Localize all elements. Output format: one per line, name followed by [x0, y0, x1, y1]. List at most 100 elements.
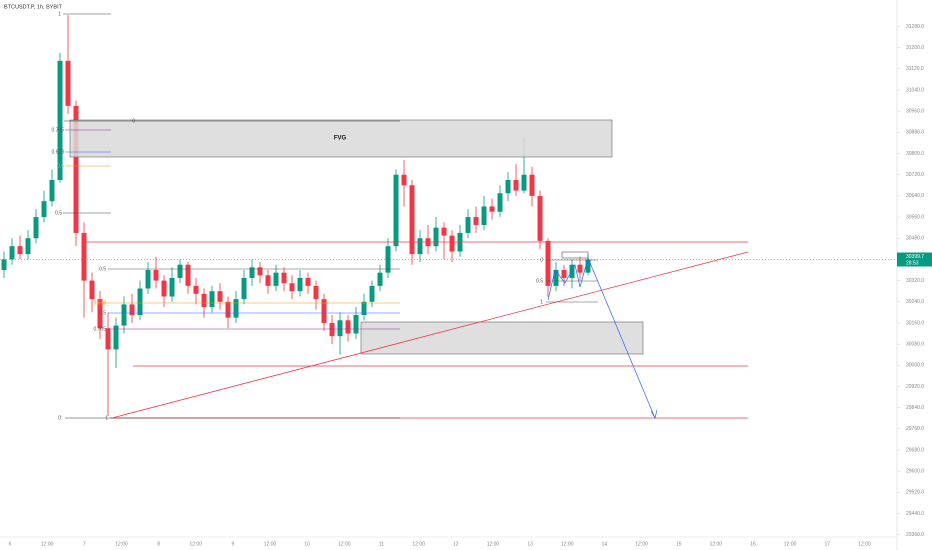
- candle-body: [513, 180, 519, 191]
- candle-body: [129, 304, 135, 315]
- candle-body: [297, 277, 303, 292]
- fib-label: 0.705: [93, 326, 106, 332]
- candle-body: [209, 291, 215, 308]
- candle-body: [73, 105, 79, 233]
- y-tick-label: 30800.0: [906, 151, 924, 157]
- candle-body: [441, 227, 447, 236]
- candle-body: [401, 174, 407, 186]
- y-tick-label: 30320.0: [906, 278, 924, 284]
- fib-label: 0.5: [55, 210, 62, 216]
- y-tick-label: 30160.0: [906, 320, 924, 326]
- candle-body: [329, 322, 335, 337]
- y-tick-label: 31040.0: [906, 87, 924, 93]
- candle-body: [121, 304, 127, 326]
- candle-body: [377, 272, 383, 286]
- y-tick-label: 29760.0: [906, 426, 924, 432]
- x-tick-label: 16: [750, 541, 756, 547]
- fib-label: 0: [58, 415, 61, 421]
- candle-body: [185, 264, 191, 286]
- x-tick-label: 8: [157, 541, 160, 547]
- projection-path: [547, 256, 656, 419]
- y-tick-label: 30720.0: [906, 172, 924, 178]
- trend-line: [111, 251, 749, 419]
- candle-body: [241, 277, 247, 300]
- small-box: [561, 251, 589, 259]
- x-tick-label: 12:00: [561, 541, 574, 547]
- candle-body: [193, 285, 199, 294]
- candle-body: [113, 325, 119, 350]
- candle-body: [569, 264, 575, 278]
- y-tick-label: 29360.0: [906, 532, 924, 538]
- y-tick-label: 30080.0: [906, 341, 924, 347]
- zone-box: [360, 321, 644, 355]
- candle-body: [225, 301, 231, 318]
- candle-body: [41, 201, 47, 218]
- candle-body: [529, 174, 535, 196]
- fib-label: 1: [540, 299, 543, 305]
- candle-body: [345, 320, 351, 334]
- candle-body: [233, 299, 239, 318]
- candle-body: [289, 283, 295, 292]
- fib-label: 1: [58, 11, 61, 17]
- fib-label: 0.5: [99, 266, 106, 272]
- candle-body: [65, 60, 71, 106]
- y-tick-label: 29840.0: [906, 405, 924, 411]
- fib-label: 0.618: [93, 300, 106, 306]
- y-tick-label: 29600.0: [906, 469, 924, 475]
- y-tick-label: 30640.0: [906, 193, 924, 199]
- fib-label: 1: [105, 415, 108, 421]
- candle-body: [169, 277, 175, 297]
- y-tick-label: 31280.0: [906, 24, 924, 30]
- candle-body: [585, 259, 591, 273]
- candle-body: [553, 270, 559, 286]
- x-tick-label: 12:00: [412, 541, 425, 547]
- candle-body: [465, 217, 471, 233]
- x-tick-label: 15: [676, 541, 682, 547]
- fib-label: 0.5: [57, 163, 64, 169]
- candles: [1, 15, 591, 417]
- fib-label: 0.5: [99, 310, 106, 316]
- candle-body: [9, 246, 15, 260]
- fvg-box: [69, 119, 613, 158]
- candle-body: [81, 232, 87, 281]
- candle-body: [337, 320, 343, 337]
- candle-body: [281, 272, 287, 284]
- candle-body: [137, 288, 143, 315]
- candle-body: [449, 235, 455, 252]
- x-tick-label: 12: [453, 541, 459, 547]
- last-price-label: 30399.7: [906, 254, 924, 260]
- candle-body: [257, 267, 263, 276]
- y-tick-label: 29440.0: [906, 511, 924, 517]
- candle-body: [361, 301, 367, 315]
- y-tick-label: 30000.0: [906, 363, 924, 369]
- y-tick-label: 30240.0: [906, 299, 924, 305]
- x-tick-label: 6: [9, 541, 12, 547]
- x-tick-label: 12:00: [338, 541, 351, 547]
- candle-body: [265, 275, 271, 286]
- candle-body: [481, 206, 487, 225]
- candle-body: [273, 272, 279, 286]
- x-tick-label: 7: [83, 541, 86, 547]
- y-tick-label: 30560.0: [906, 214, 924, 220]
- candle-body: [313, 285, 319, 300]
- candle-body: [17, 246, 23, 255]
- x-tick-label: 12:00: [189, 541, 202, 547]
- candle-body: [57, 60, 63, 180]
- x-tick-label: 12:00: [710, 541, 723, 547]
- candle-body: [409, 185, 415, 255]
- y-tick-label: 29520.0: [906, 490, 924, 496]
- candle-body: [473, 217, 479, 225]
- candle-body: [217, 291, 223, 302]
- candle-body: [417, 238, 423, 255]
- candle-body: [497, 193, 503, 212]
- x-tick-label: 12:00: [487, 541, 500, 547]
- fib-label: 0.5: [536, 278, 543, 284]
- x-tick-label: 13: [527, 541, 533, 547]
- candle-body: [321, 299, 327, 323]
- y-tick-label: 30960.0: [906, 109, 924, 115]
- candle-body: [505, 180, 511, 194]
- y-tick-label: 30880.0: [906, 130, 924, 136]
- x-tick-label: 17: [825, 541, 831, 547]
- fib-label: 0.705: [51, 127, 64, 133]
